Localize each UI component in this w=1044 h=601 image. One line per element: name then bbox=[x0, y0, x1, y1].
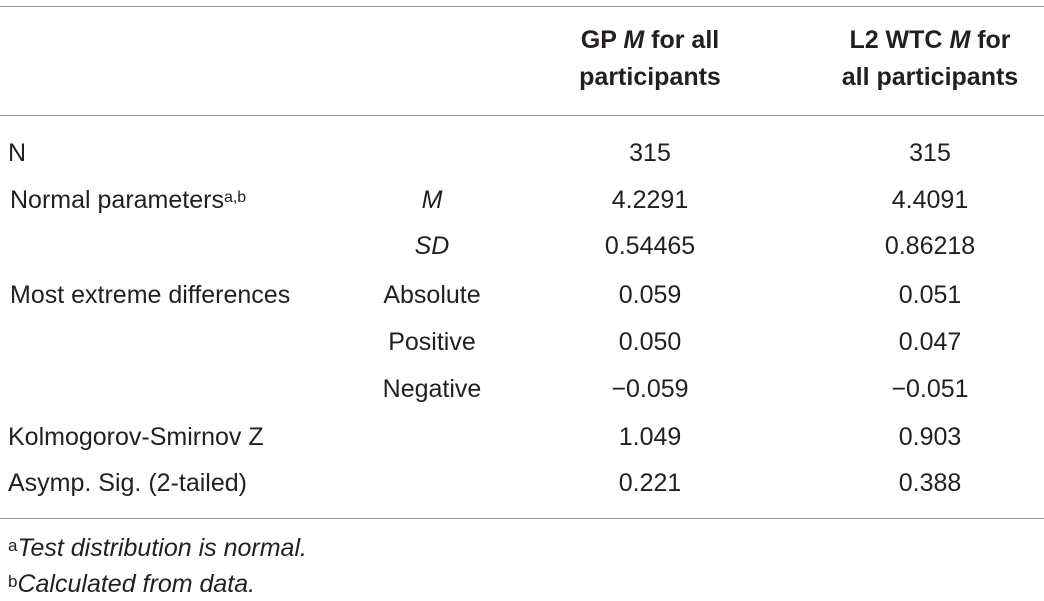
header-italic-m: M bbox=[949, 26, 971, 54]
sub-label-m: M bbox=[421, 186, 443, 214]
cell-gp-positive: 0.050 bbox=[618, 328, 682, 356]
footnote-text: Test distribution is normal. bbox=[17, 534, 307, 562]
header-text: L2 WTC bbox=[849, 26, 950, 54]
cell-wtc-m: 4.4091 bbox=[891, 186, 969, 214]
footnote-mark: b bbox=[8, 572, 18, 591]
column-header-gp-mean: GP M for all participants bbox=[535, 22, 765, 96]
table-bottom-rule bbox=[0, 518, 1044, 519]
header-italic-m: M bbox=[623, 26, 645, 54]
sub-label-absolute: Absolute bbox=[383, 281, 481, 309]
cell-gp-m: 4.2291 bbox=[611, 186, 689, 214]
sub-label-sd: SD bbox=[414, 232, 450, 260]
table-header-rule bbox=[0, 115, 1044, 116]
cell-gp-sd: 0.54465 bbox=[604, 232, 696, 260]
cell-gp-n: 315 bbox=[629, 139, 671, 167]
footnote-a: aTest distribution is normal. bbox=[8, 533, 307, 563]
footnote-text: Calculated from data. bbox=[17, 570, 256, 598]
header-text: GP bbox=[580, 26, 624, 54]
header-text: for all bbox=[644, 26, 720, 54]
header-text: all participants bbox=[841, 63, 1019, 91]
row-label-text: Normal parameters bbox=[10, 186, 224, 214]
row-label-most-extreme-differences: Most extreme differences bbox=[10, 281, 291, 309]
row-label-asymp-sig: Asymp. Sig. (2-tailed) bbox=[8, 469, 247, 497]
cell-gp-absolute: 0.059 bbox=[618, 281, 682, 309]
cell-wtc-asymp-sig: 0.388 bbox=[898, 469, 962, 497]
footnote-b: bCalculated from data. bbox=[8, 569, 255, 599]
header-text: participants bbox=[579, 63, 721, 91]
row-label-ks-z: Kolmogorov-Smirnov Z bbox=[8, 423, 264, 451]
cell-wtc-ks-z: 0.903 bbox=[898, 423, 962, 451]
row-label-normal-parameters: Normal parametersa,b bbox=[10, 185, 246, 215]
cell-gp-asymp-sig: 0.221 bbox=[618, 469, 682, 497]
cell-wtc-n: 315 bbox=[909, 139, 951, 167]
sub-label-negative: Negative bbox=[382, 375, 482, 403]
footnote-mark: a bbox=[8, 536, 18, 555]
cell-gp-ks-z: 1.049 bbox=[618, 423, 682, 451]
footnote-ref-ab: a,b bbox=[223, 189, 247, 206]
row-label-n: N bbox=[8, 139, 27, 167]
sub-label-positive: Positive bbox=[388, 328, 476, 356]
cell-wtc-positive: 0.047 bbox=[898, 328, 962, 356]
header-text: for bbox=[970, 26, 1011, 54]
table-top-rule bbox=[0, 6, 1044, 7]
cell-wtc-absolute: 0.051 bbox=[898, 281, 962, 309]
cell-wtc-negative: −0.051 bbox=[891, 375, 969, 403]
column-header-l2-wtc-mean: L2 WTC M for all participants bbox=[800, 22, 1044, 96]
cell-gp-negative: −0.059 bbox=[611, 375, 689, 403]
cell-wtc-sd: 0.86218 bbox=[884, 232, 976, 260]
